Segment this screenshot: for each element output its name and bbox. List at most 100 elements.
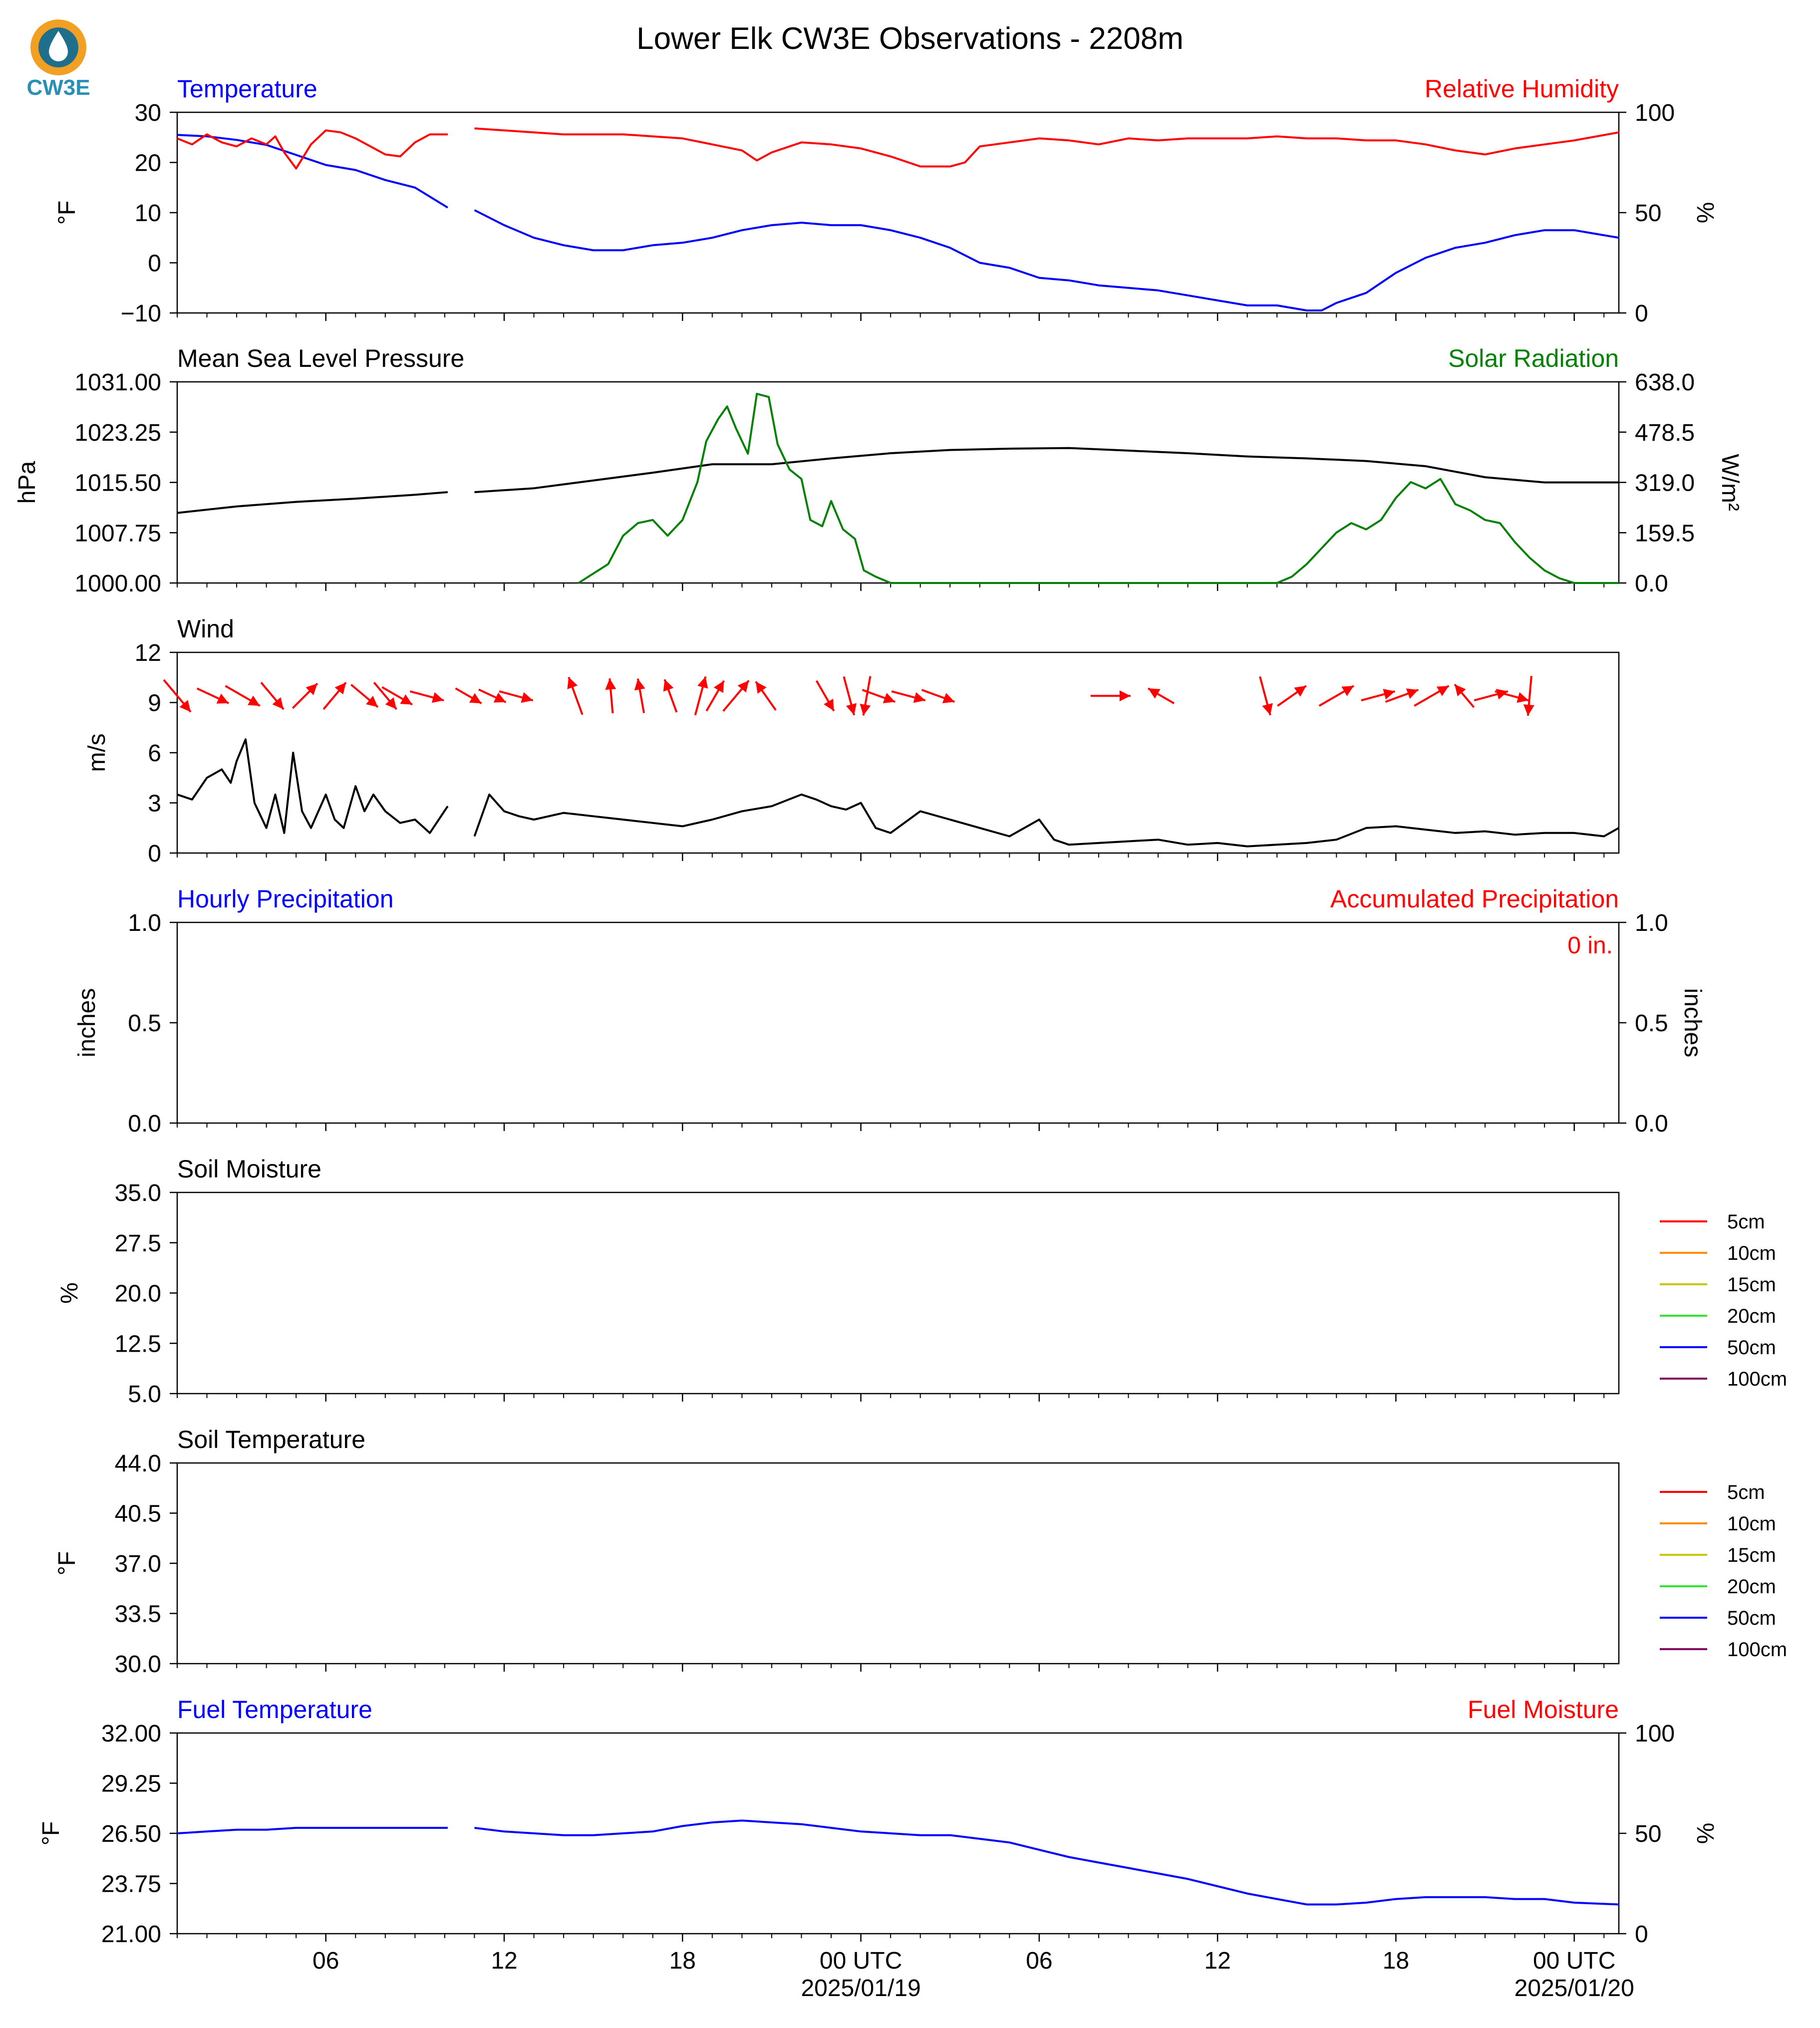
y-axis-label-left: m/s [84, 733, 110, 772]
y-tick-label-right: 100 [1635, 1721, 1675, 1747]
x-tick-label: 12 [1204, 1948, 1230, 1974]
y-tick-label-left: 21.00 [101, 1921, 161, 1948]
x-tick-date-label: 2025/01/19 [801, 1975, 920, 2002]
wind-arrow-head [1455, 684, 1466, 696]
y-axis-label-right: % [1692, 202, 1718, 224]
wind-arrow-head [431, 692, 444, 703]
wind-arrow-head [567, 677, 578, 689]
legend-label: 50cm [1727, 1607, 1776, 1629]
panel-title-right: Relative Humidity [1425, 75, 1619, 103]
x-tick-label: 00 UTC [1533, 1948, 1615, 1974]
wind-arrow-head [521, 692, 533, 703]
y-tick-label-left: 1023.25 [74, 420, 161, 446]
wind-arrow-head [1148, 688, 1161, 699]
x-tick-label: 06 [312, 1948, 339, 1974]
plot-frame [176, 381, 1620, 584]
y-axis-label-right: inches [1679, 988, 1706, 1058]
legend-label: 5cm [1727, 1481, 1765, 1503]
panel-temperature-humidity: −10 0 10 20 30 0 50 100 °F % Temperature Relative H… [54, 75, 1718, 327]
legend-label: 5cm [1727, 1211, 1765, 1233]
wind-arrow [843, 676, 857, 716]
y-tick-label-right: 50 [1635, 1821, 1661, 1847]
wind-arrow [860, 676, 872, 716]
y-tick-label-right: 159.5 [1635, 520, 1695, 547]
y-tick-label-left: 1015.50 [74, 470, 161, 497]
plot-frame [176, 1462, 1620, 1665]
wind-arrow-head [942, 693, 955, 703]
wind-arrow [663, 679, 678, 713]
wind-arrow [499, 690, 534, 703]
series-line-pressure [177, 447, 1619, 514]
legend-label: 10cm [1727, 1513, 1776, 1535]
wind-arrow-head [1523, 704, 1534, 716]
y-tick-label-left: 29.25 [101, 1771, 161, 1797]
y-axis-label-left: °F [54, 1551, 80, 1576]
wind-arrow-head [697, 676, 708, 689]
y-tick-label-left: 12.5 [115, 1331, 161, 1357]
y-tick-label-right: 0.5 [1635, 1010, 1668, 1037]
y-tick-label-left: 33.5 [115, 1601, 161, 1628]
wind-arrow [921, 689, 955, 703]
x-tick-date-label: 2025/01/20 [1515, 1975, 1634, 2002]
wind-arrow-head [846, 703, 857, 715]
wind-arrow [292, 682, 318, 709]
x-tick-label: 12 [491, 1948, 517, 1974]
series-line-wind_speed [177, 738, 1619, 848]
y-tick-label-left: 44.0 [115, 1450, 161, 1477]
y-tick-label-left: 35.0 [115, 1180, 161, 1206]
wind-arrow [322, 682, 347, 710]
panel-title-right: Solar Radiation [1448, 344, 1619, 372]
logo-text: CW3E [26, 75, 90, 100]
y-axis-label-left: inches [74, 988, 100, 1058]
wind-arrow-head [824, 698, 834, 711]
legend-label: 10cm [1727, 1242, 1776, 1264]
wind-arrow-head [1294, 686, 1306, 697]
wind-arrow-head [737, 680, 749, 693]
wind-arrow-head [305, 683, 317, 695]
wind-arrow [1277, 685, 1307, 707]
y-tick-label-left: 30.0 [115, 1651, 161, 1678]
y-tick-label-left: 0.0 [128, 1111, 161, 1137]
wind-arrow-head [493, 692, 506, 703]
y-tick-label-left: 1031.00 [74, 369, 161, 396]
wind-arrow-head [216, 693, 229, 704]
wind-arrow-head [400, 694, 412, 705]
series-line-temperature [177, 134, 1619, 311]
legend-label: 100cm [1727, 1639, 1787, 1661]
y-tick-label-right: 638.0 [1635, 369, 1695, 396]
y-tick-label-right: 1.0 [1635, 910, 1668, 936]
panel-title-left: Wind [177, 615, 234, 643]
y-tick-label-left: 3 [148, 791, 161, 817]
wind-arrow [891, 690, 926, 703]
panel-precipitation: 0.0 0.5 1.0 0.0 0.5 1.0 inches inches Hourly Pre… [74, 885, 1706, 1137]
y-tick-label-left: 12 [135, 640, 161, 666]
chart-title: Lower Elk CW3E Observations - 2208m [636, 21, 1184, 56]
y-tick-label-left: 0.5 [128, 1010, 161, 1037]
y-tick-label-left: 26.50 [101, 1821, 161, 1847]
wind-arrow [1474, 689, 1509, 702]
x-tick-label: 18 [1383, 1948, 1409, 1974]
panel-title-right: Accumulated Precipitation [1330, 885, 1619, 913]
y-axis-label-right: % [1692, 1823, 1718, 1844]
wind-arrow [755, 681, 777, 711]
x-tick-label: 06 [1026, 1948, 1052, 1974]
accumulated-total-label: 0 in. [1567, 932, 1613, 959]
y-tick-label-right: 50 [1635, 200, 1661, 227]
y-tick-label-left: 1007.75 [74, 520, 161, 547]
wind-arrow [1495, 690, 1529, 703]
logo-drop-shape [49, 31, 68, 61]
y-tick-label-left: 37.0 [115, 1551, 161, 1577]
wind-arrow-head [1262, 703, 1273, 715]
wind-arrow [478, 688, 507, 703]
wind-arrow-head [1406, 688, 1419, 699]
legend-label: 15cm [1727, 1274, 1776, 1296]
plot-frame [176, 1191, 1620, 1395]
y-tick-label-left: 5.0 [128, 1381, 161, 1408]
y-tick-label-right: 0.0 [1635, 571, 1668, 597]
panel-title-right: Fuel Moisture [1468, 1696, 1619, 1724]
wind-arrow [196, 687, 230, 704]
panel-pressure-solar: 1000.00 1007.75 1015.50 1023.25 1031.00 0.0 15… [14, 344, 1743, 597]
wind-arrow-head [366, 696, 378, 707]
